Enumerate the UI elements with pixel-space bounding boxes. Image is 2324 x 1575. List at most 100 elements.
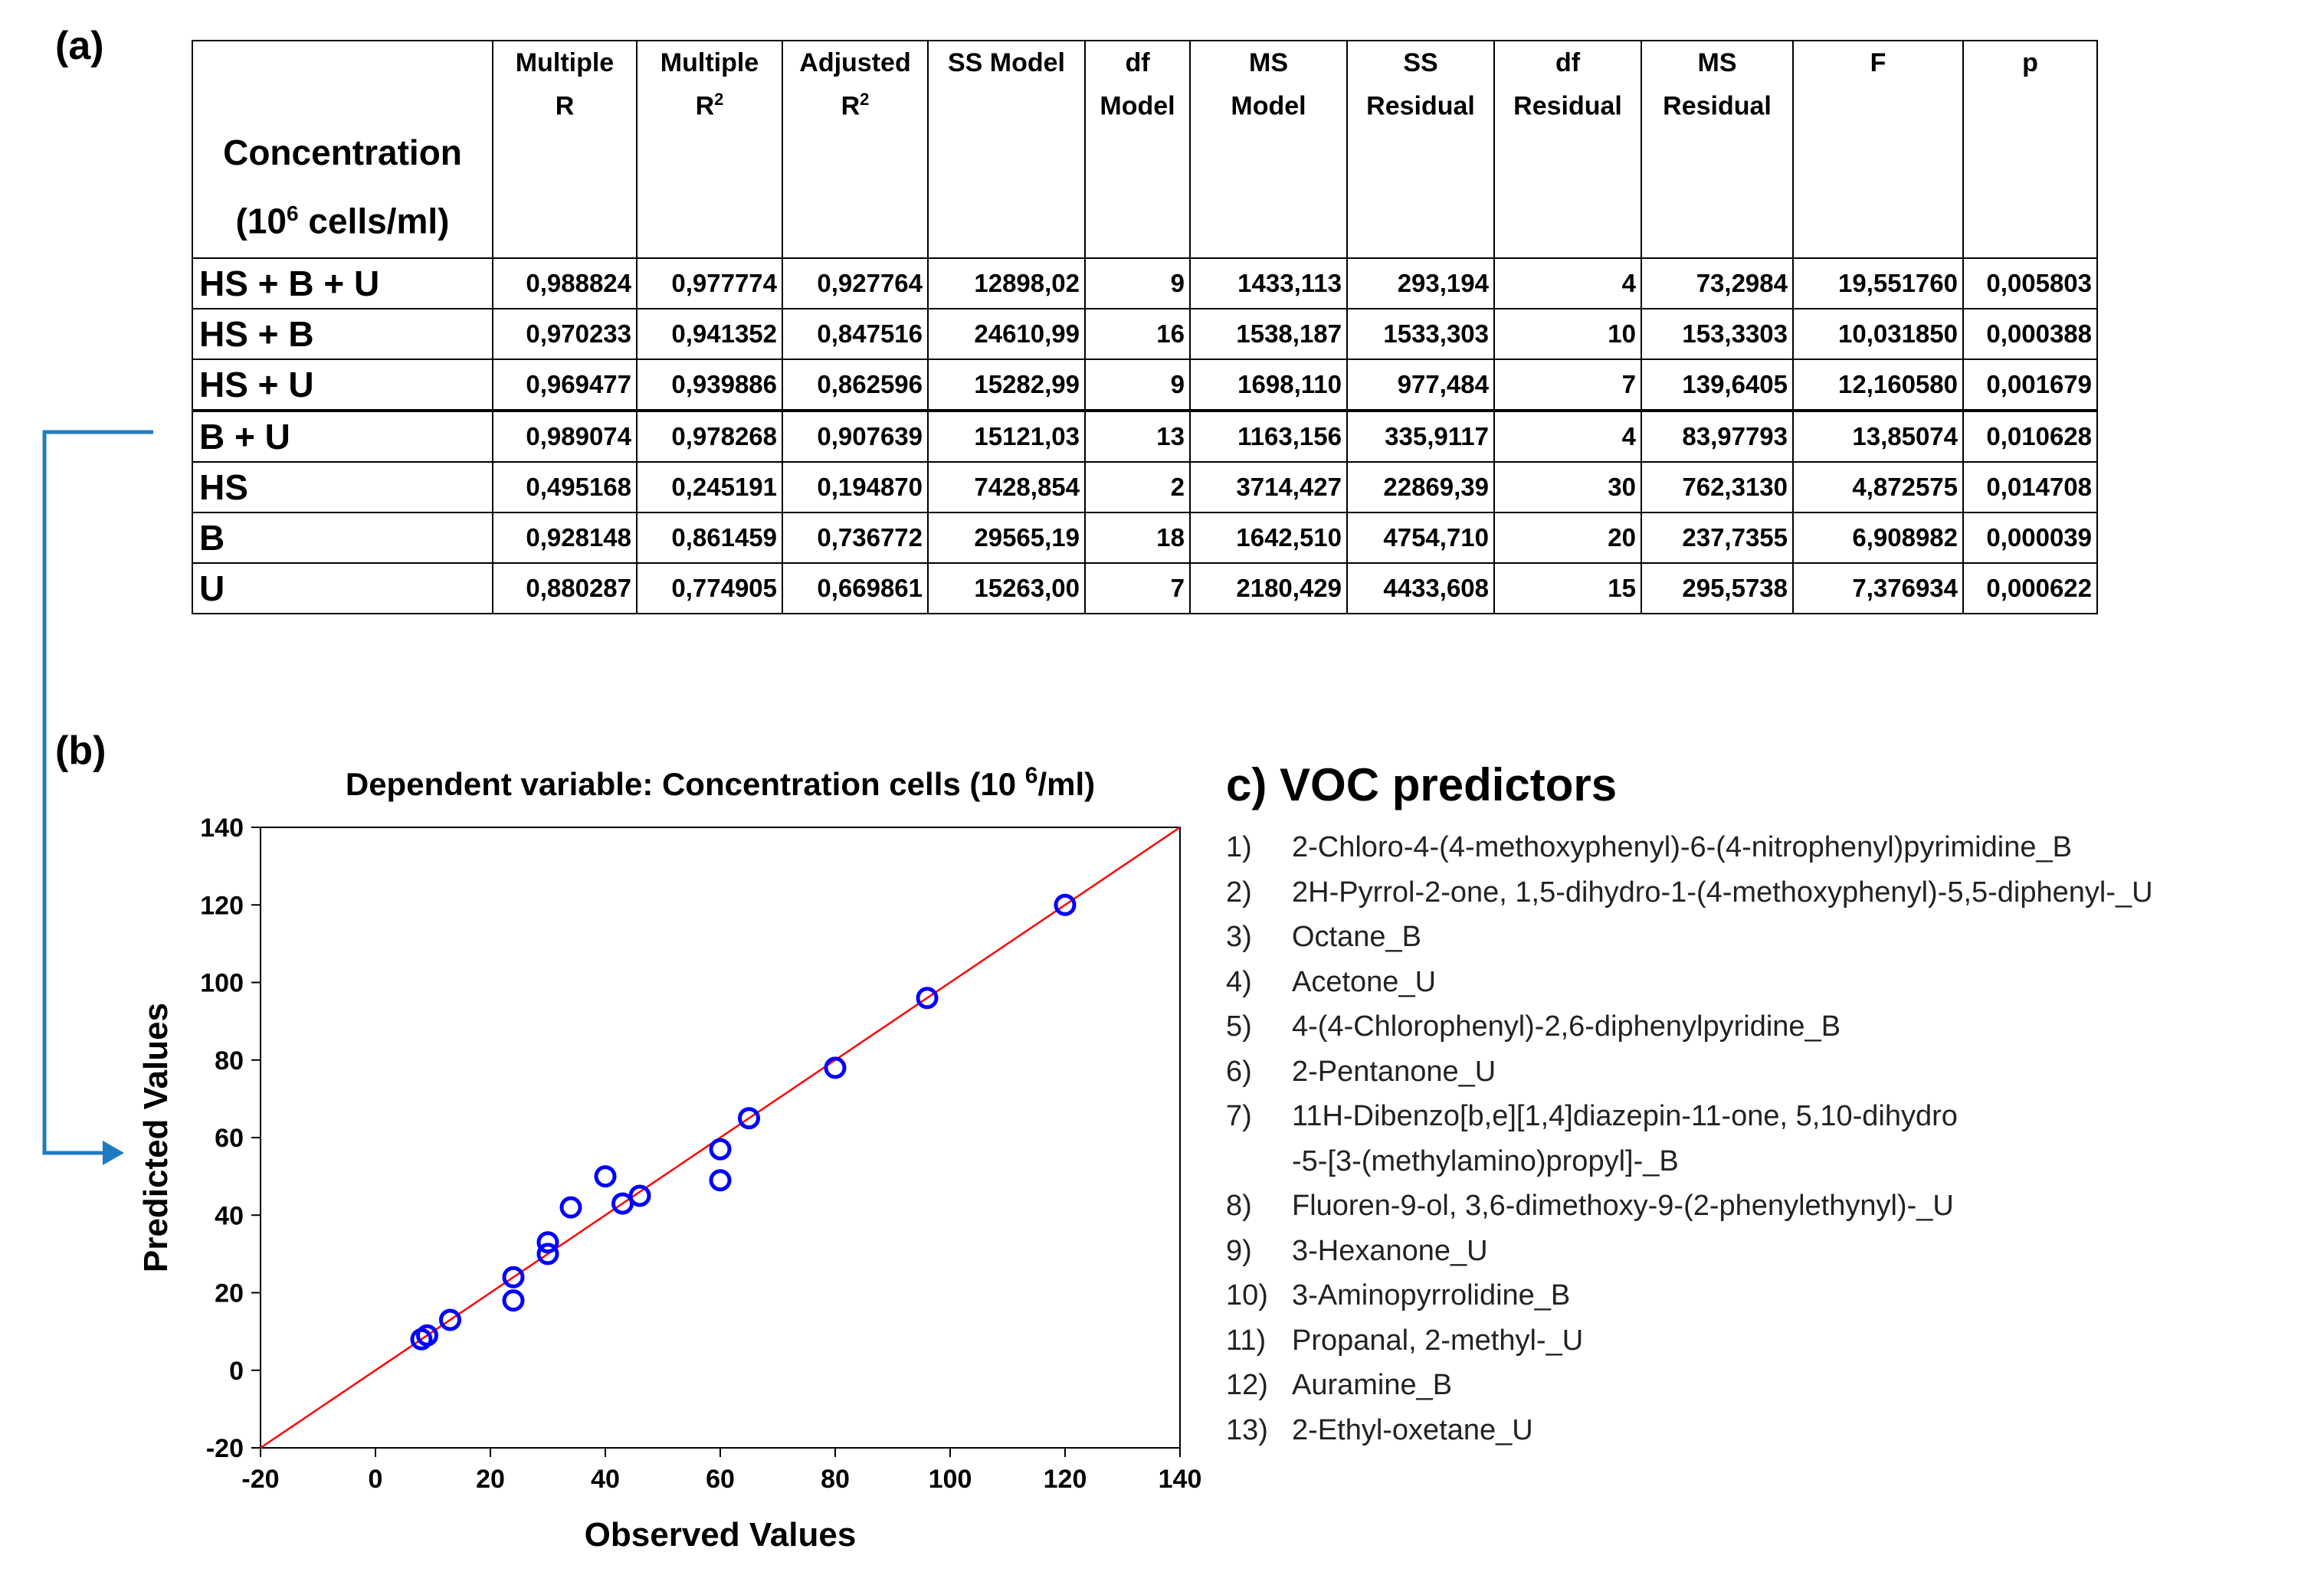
column-header-line1: MS (1697, 48, 1737, 77)
data-point (628, 1184, 651, 1207)
voc-item-text: Auramine_B (1292, 1369, 1453, 1401)
voc-item-number: 11) (1226, 1324, 1267, 1357)
table-cell: 4433,608 (1346, 562, 1495, 614)
data-point (594, 1165, 617, 1188)
row-header-line2-post: cells/ml) (298, 201, 450, 241)
table-cell: 0,000039 (1962, 512, 2098, 564)
voc-item-number: 3) (1226, 921, 1252, 953)
table-cell: 293,194 (1346, 257, 1495, 309)
table-cell: 29565,19 (927, 512, 1086, 564)
table-cell: 0,989074 (492, 409, 638, 463)
table-cell: 9 (1084, 257, 1191, 309)
column-header-line2-text: R (555, 91, 575, 121)
table-cell: 30 (1493, 461, 1642, 513)
column-header-line2: Residual (1647, 81, 1788, 124)
voc-item-number: 1) (1226, 831, 1252, 863)
table-cell: 335,9117 (1346, 409, 1495, 463)
table-cell: 0,988824 (492, 257, 638, 309)
table-cell: 15263,00 (927, 562, 1086, 614)
table-cell: 19,551760 (1792, 257, 1964, 309)
column-header-line1: df (1555, 48, 1581, 77)
x-tick-label: 0 (369, 1465, 383, 1494)
column-header-line1: Adjusted (799, 48, 911, 77)
column-header-line1: Multiple (515, 48, 615, 77)
table-cell: 0,880287 (492, 562, 638, 614)
x-tick-label: 80 (821, 1465, 850, 1494)
data-point (536, 1231, 559, 1254)
column-header: Multiple R2 (636, 40, 783, 259)
table-cell: 762,3130 (1641, 461, 1794, 513)
column-header: Multiple R (492, 40, 638, 259)
data-point (536, 1243, 559, 1266)
y-tick-label: 20 (215, 1279, 244, 1308)
data-point (709, 1169, 732, 1192)
column-header: p (1962, 40, 2098, 259)
voc-item-number: 7) (1226, 1100, 1252, 1132)
data-point (502, 1266, 525, 1288)
chart-title-post: /ml) (1037, 766, 1095, 802)
table-cell: 83,97793 (1641, 409, 1794, 463)
table-cell: 0,000388 (1962, 308, 2098, 360)
table-cell: 0,939886 (636, 359, 783, 411)
table-cell: 3714,427 (1189, 461, 1348, 513)
chart-title: Dependent variable: Concentration cells … (346, 763, 1095, 802)
data-point (439, 1308, 461, 1331)
column-header: MS Model (1189, 40, 1348, 259)
column-header: Adjusted R2 (782, 40, 929, 259)
voc-item-number: 13) (1226, 1413, 1268, 1446)
table-cell: 0,495168 (492, 461, 638, 513)
table-cell: 7 (1084, 562, 1191, 614)
column-header: df Residual (1493, 40, 1642, 259)
voc-item-text: Acetone_U (1292, 965, 1437, 998)
column-header-line1: SS Model (947, 48, 1066, 77)
column-header-line2-text: Residual (1663, 91, 1772, 121)
column-header-line2: Model (1090, 81, 1185, 124)
table-cell: 0,907639 (782, 409, 929, 463)
voc-item-number: 12) (1226, 1369, 1268, 1401)
y-tick-label: 80 (215, 1046, 244, 1076)
data-point (1054, 893, 1077, 916)
table-cell: 10 (1493, 308, 1642, 360)
column-header-sup: 2 (860, 90, 870, 109)
fit-line (260, 826, 1181, 1449)
row-group-label: HS + B (192, 308, 493, 360)
connector-line (42, 430, 153, 1155)
column-header-line2-text: Model (1100, 91, 1175, 121)
voc-item-number: 10) (1226, 1279, 1268, 1311)
voc-item: 1) 2-Chloro-4-(4-methoxyphenyl)-6-(4-nitr… (1226, 825, 2314, 870)
table-cell: 0,969477 (492, 359, 638, 411)
voc-item: 9) 3-Hexanone_U (1226, 1229, 2314, 1274)
column-header-line2-text: Residual (1513, 91, 1622, 121)
table-cell: 4,872575 (1792, 461, 1964, 513)
table-cell: 0,977774 (636, 257, 783, 309)
voc-item-text: 2-Ethyl-oxetane_U (1292, 1413, 1533, 1446)
row-header-sup: 6 (287, 201, 299, 225)
voc-item: 3) Octane_B (1226, 915, 2314, 960)
voc-item-number: 5) (1226, 1010, 1252, 1043)
column-header-line1: F (1870, 48, 1886, 77)
x-tick-label: 140 (1159, 1465, 1202, 1494)
table-cell: 7,376934 (1792, 562, 1964, 614)
column-header-line2-text: R (695, 91, 715, 121)
data-point (559, 1196, 582, 1219)
table-cell: 0,861459 (636, 512, 783, 564)
row-group-label: B + U (192, 409, 493, 463)
table-cell: 4754,710 (1346, 512, 1495, 564)
table-cell: 0,194870 (782, 461, 929, 513)
table-cell: 15 (1493, 562, 1642, 614)
table-cell: 1163,156 (1189, 409, 1348, 463)
row-header-cell: Concentration (106 cells/ml) (192, 40, 493, 259)
table-cell: 13,85074 (1792, 409, 1964, 463)
connector-arrowhead (103, 1141, 124, 1165)
column-header-line1: Multiple (660, 48, 759, 77)
voc-item-text: 2H-Pyrrol-2-one, 1,5-dihydro-1-(4-methox… (1292, 876, 2153, 909)
data-point (824, 1056, 847, 1079)
voc-item-text: 3-Hexanone_U (1292, 1234, 1488, 1267)
column-header-line2: Model (1195, 81, 1342, 124)
column-header-line1: p (2022, 48, 2038, 77)
table-cell: 0,847516 (782, 308, 929, 360)
table-cell: 295,5738 (1641, 562, 1794, 614)
table-cell: 15282,99 (927, 359, 1086, 411)
column-header: SS Model (927, 40, 1086, 259)
